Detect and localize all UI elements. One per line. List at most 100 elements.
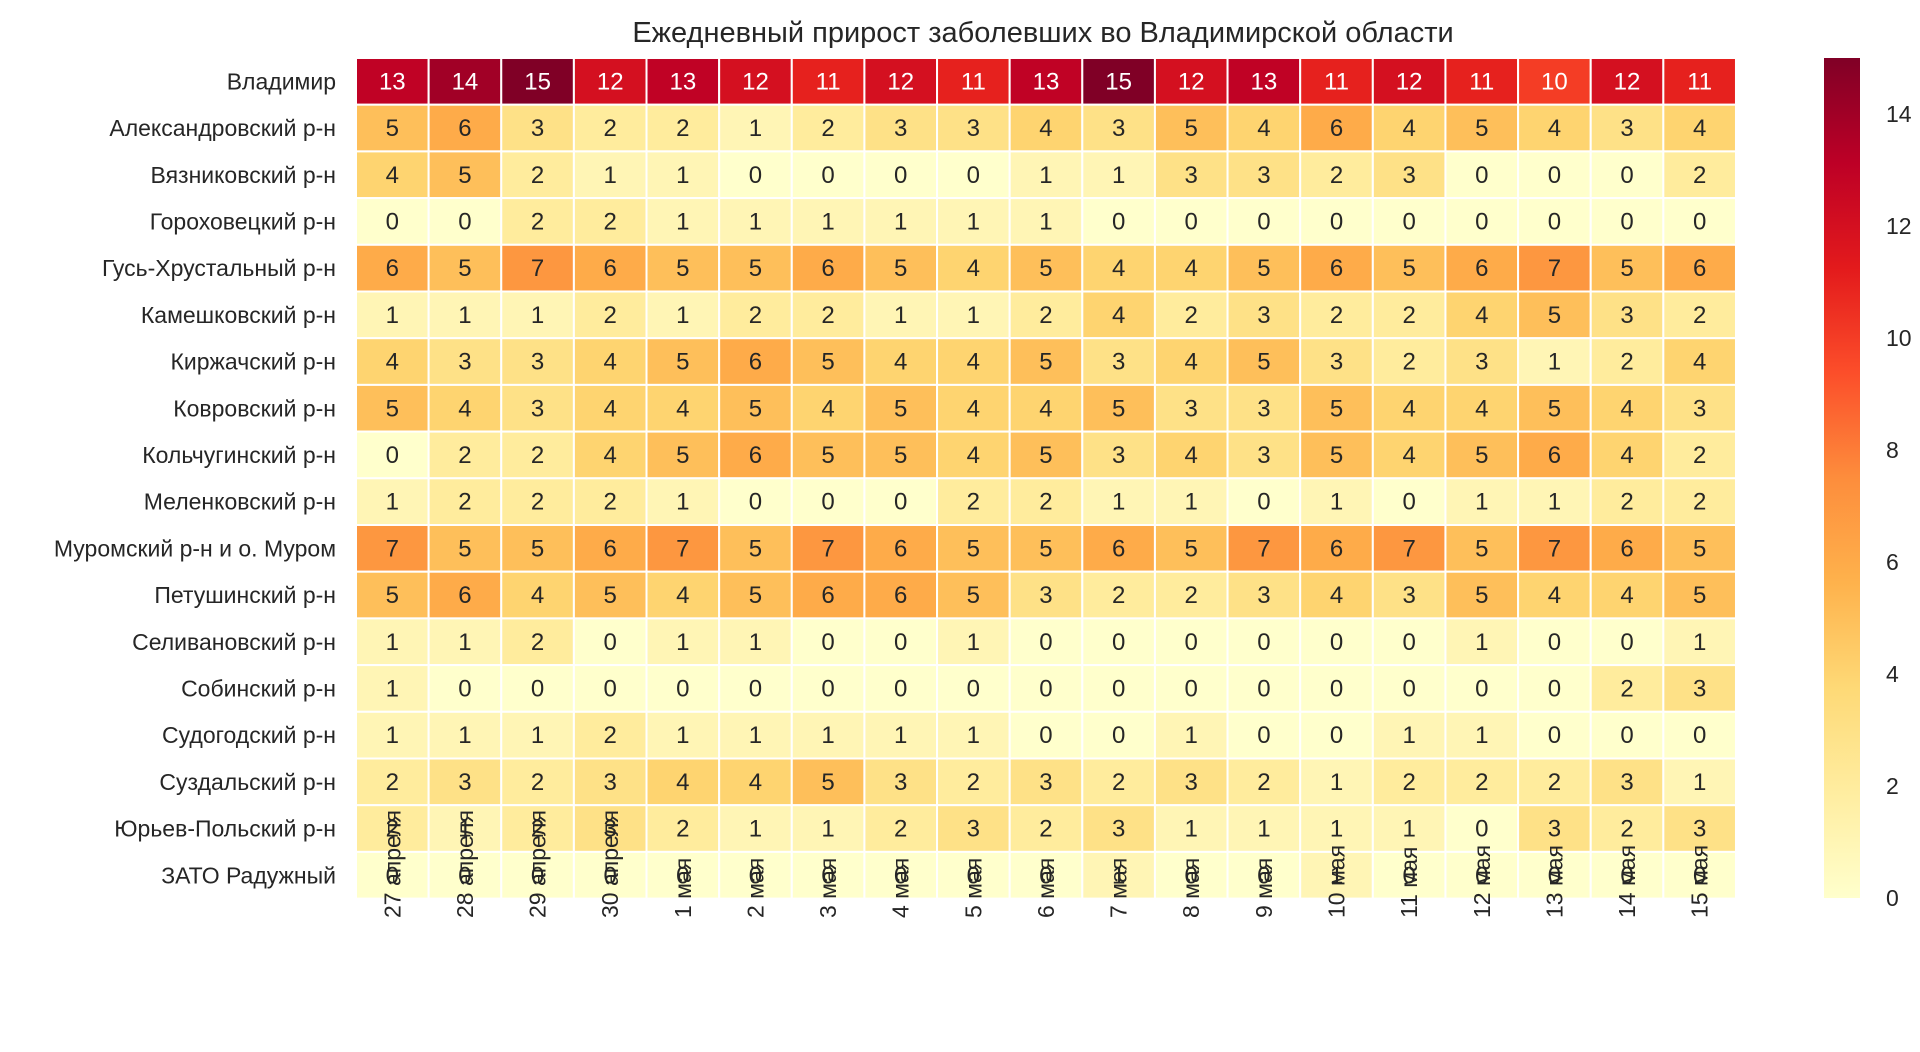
cell-value-label: 7	[1402, 535, 1415, 562]
heatmap-cell	[1371, 243, 1447, 293]
heatmap-cell	[936, 337, 1011, 386]
heatmap-cell	[1153, 197, 1229, 246]
heatmap-cell	[1226, 757, 1302, 807]
column-label: 4 мая	[888, 858, 914, 918]
cell-value-label: 4	[1475, 302, 1488, 329]
cell-value-label: 12	[597, 68, 624, 95]
heatmap-cell	[1517, 570, 1592, 620]
column-label: 12 мая	[1469, 845, 1495, 918]
cell-value-label: 0	[458, 208, 471, 235]
heatmap-cell	[500, 850, 575, 900]
chart-title: Ежедневный прирост заболевших во Владими…	[632, 17, 1453, 49]
cell-value-label: 1	[676, 489, 689, 516]
cell-value-label: 7	[386, 535, 399, 562]
cell-value-label: 4	[1185, 349, 1198, 376]
heatmap-cell	[1589, 710, 1665, 760]
heatmap-cell	[355, 617, 430, 667]
cell-value-label: 0	[1693, 862, 1706, 889]
heatmap-cell	[790, 850, 866, 900]
heatmap-cell	[355, 524, 430, 573]
cell-value-label: 0	[1548, 675, 1561, 702]
cell-value-label: 1	[967, 722, 980, 749]
cell-value-label: 4	[821, 395, 834, 422]
cell-value-label: 3	[1693, 816, 1706, 843]
cell-value-label: 11	[1469, 68, 1494, 95]
cell-value-label: 0	[386, 208, 399, 235]
heatmap-cell	[500, 430, 575, 480]
cell-value-label: 0	[749, 862, 762, 889]
heatmap-cell	[1589, 664, 1665, 713]
colorbar-gradient	[1824, 58, 1860, 898]
cell-value-label: 1	[967, 629, 980, 656]
cell-value-label: 5	[967, 535, 980, 562]
heatmap-cell	[1008, 850, 1084, 900]
column-label: 5 мая	[960, 858, 986, 918]
cell-value-label: 2	[604, 722, 617, 749]
heatmap-cell	[1081, 757, 1156, 807]
cell-value-label: 7	[1257, 535, 1270, 562]
heatmap-cell	[1589, 337, 1665, 386]
heatmap-cell	[1008, 664, 1084, 713]
cell-value-label: 3	[1112, 115, 1125, 142]
cell-value-label: 1	[967, 302, 980, 329]
cell-value-label: 15	[1105, 68, 1132, 95]
cell-value-label: 3	[1185, 769, 1198, 796]
cell-value-label: 2	[967, 489, 980, 516]
cell-value-label: 5	[1257, 255, 1270, 282]
heatmap-cell	[936, 383, 1011, 433]
cell-value-label: 5	[676, 442, 689, 469]
cell-value-label: 0	[604, 629, 617, 656]
cell-value-label: 3	[1185, 395, 1198, 422]
heatmap-cell	[1226, 337, 1302, 386]
heatmap-cell	[1226, 243, 1302, 293]
cell-value-label: 0	[894, 862, 907, 889]
cell-value-label: 3	[1548, 816, 1561, 843]
cell-value-label: 1	[1475, 629, 1488, 656]
heatmap-cell	[1299, 337, 1374, 386]
cell-value-label: 0	[1257, 722, 1270, 749]
column-label: 13 мая	[1541, 845, 1567, 918]
cell-value-label: 4	[967, 349, 980, 376]
cell-value-label: 6	[604, 535, 617, 562]
cell-value-label: 2	[1330, 162, 1343, 189]
heatmap-cell	[1662, 197, 1737, 246]
cell-value-label: 3	[967, 816, 980, 843]
cell-value-label: 1	[676, 722, 689, 749]
cell-value-label: 5	[821, 769, 834, 796]
heatmap-cell	[936, 290, 1011, 340]
cell-value-label: 4	[458, 395, 471, 422]
cell-value-label: 0	[676, 675, 689, 702]
cell-value-label: 2	[1693, 489, 1706, 516]
cell-value-label: 0	[1112, 208, 1125, 235]
cell-value-label: 11	[1324, 68, 1349, 95]
cell-value-label: 1	[1402, 816, 1415, 843]
heatmap-cell	[1662, 804, 1737, 853]
cell-value-label: 4	[1548, 582, 1561, 609]
cell-value-label: 0	[1039, 722, 1052, 749]
heatmap-cell	[1662, 524, 1737, 573]
heatmap-cell	[1662, 617, 1737, 667]
cell-value-label: 4	[676, 395, 689, 422]
cell-value-label: 5	[1693, 535, 1706, 562]
cell-value-label: 3	[1402, 162, 1415, 189]
cell-value-label: 5	[1039, 535, 1052, 562]
cell-value-label: 1	[676, 162, 689, 189]
heatmap-cell	[863, 477, 939, 526]
cell-value-label: 3	[531, 395, 544, 422]
cell-value-label: 4	[1693, 349, 1706, 376]
cell-value-label: 2	[604, 115, 617, 142]
cell-value-label: 0	[821, 862, 834, 889]
heatmap-cell	[1153, 103, 1229, 153]
heatmap-cell	[1444, 430, 1520, 480]
cell-value-label: 3	[1475, 349, 1488, 376]
cell-value-label: 1	[894, 208, 907, 235]
column-label: 10 мая	[1324, 845, 1350, 918]
heatmap-cell	[1517, 477, 1592, 526]
cell-value-label: 3	[1039, 582, 1052, 609]
cell-value-label: 0	[531, 862, 544, 889]
cell-value-label: 3	[458, 349, 471, 376]
cell-value-label: 2	[1039, 489, 1052, 516]
heatmap-cell	[718, 243, 793, 293]
heatmap-cell	[1153, 757, 1229, 807]
cell-value-label: 12	[742, 68, 769, 95]
